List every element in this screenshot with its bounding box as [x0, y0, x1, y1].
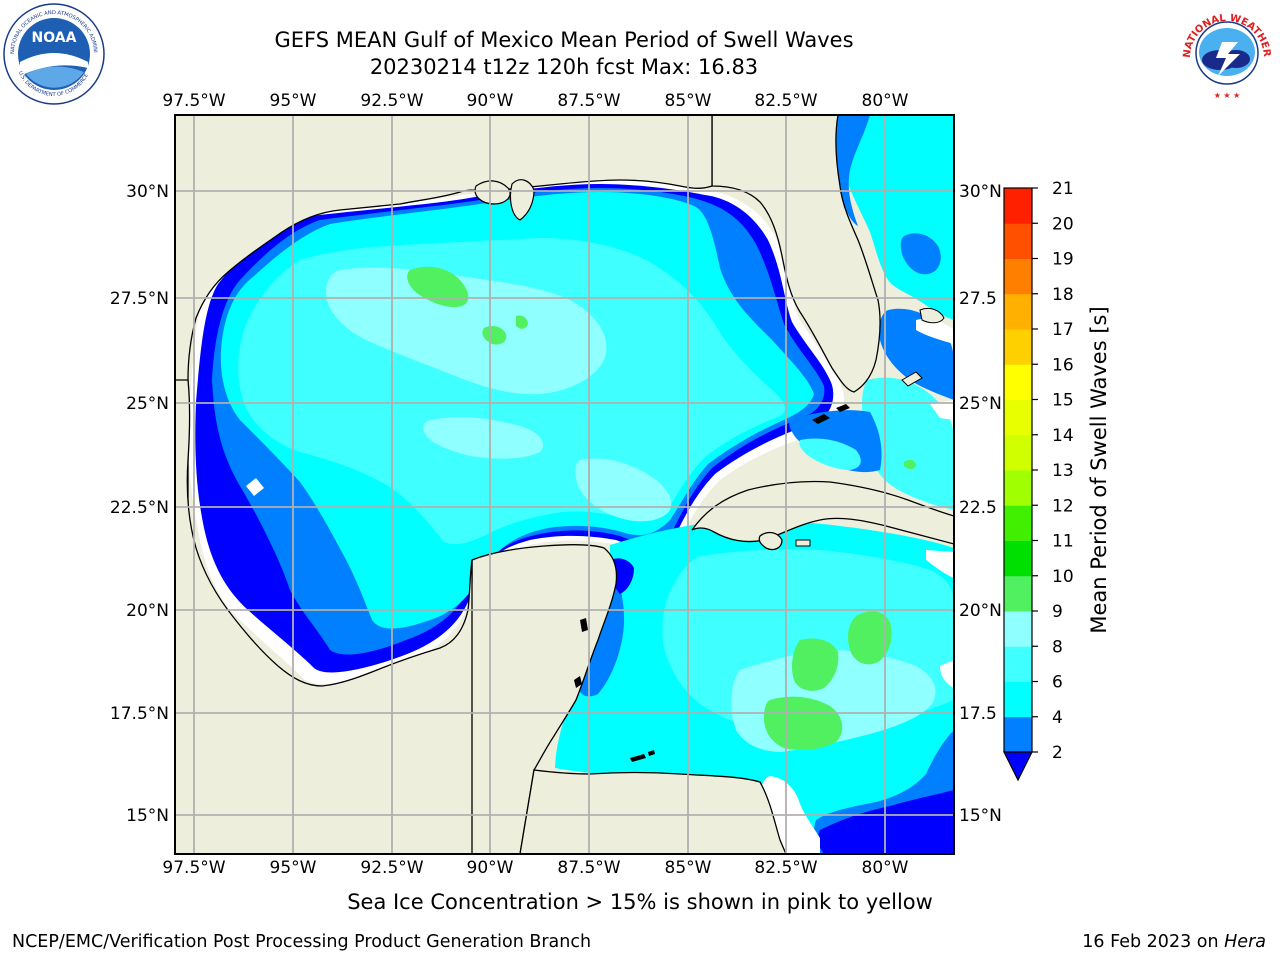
lat-label-right: 17.5: [959, 704, 997, 724]
colorbar-tick-label: 17: [1052, 320, 1074, 340]
colorbar-segment: [1004, 575, 1032, 612]
colorbar-segment: [1004, 716, 1032, 753]
colorbar-tick-label: 16: [1052, 355, 1074, 375]
lat-label-left: 25°N: [126, 394, 169, 414]
lat-label-left: 27.5°N: [110, 289, 169, 309]
colorbar-tick-label: 4: [1052, 708, 1063, 728]
lat-label-left: 30°N: [126, 182, 169, 202]
colorbar-segment: [1004, 364, 1032, 400]
map-frame: [174, 114, 955, 855]
chart-title: GEFS MEAN Gulf of Mexico Mean Period of …: [274, 28, 854, 52]
date-stamp: 16 Feb 2023 on Hera: [1082, 932, 1266, 952]
nws-logo: NATIONAL WEATHER SERVICE ★ ★ ★: [1176, 2, 1276, 102]
colorbar-tick-label: 14: [1052, 426, 1074, 446]
colorbar-tick-label: 15: [1052, 391, 1074, 411]
colorbar-ticks: 2 4 6 8 9 10 11 12 13 14 15 16 17 18 19 20 21: [1032, 179, 1074, 763]
sea-ice-note: Sea Ice Concentration > 15% is shown in …: [347, 890, 933, 914]
colorbar-tick-label: 21: [1052, 179, 1074, 199]
gridlines: [175, 115, 954, 854]
lat-label-left: 17.5°N: [110, 704, 169, 724]
machine-name: Hera: [1224, 932, 1266, 952]
colorbar-tick-label: 13: [1052, 461, 1074, 481]
lon-label-bottom: 95°W: [270, 858, 317, 878]
colorbar-tick-label: 11: [1052, 532, 1074, 552]
colorbar-segment: [1004, 434, 1032, 471]
lat-label-left: 20°N: [126, 601, 169, 621]
lat-label-right: 25°N: [959, 394, 1002, 414]
colorbar-segments: [1004, 188, 1032, 753]
lon-label-bottom: 80°W: [862, 858, 909, 878]
land-masses: [175, 115, 954, 854]
date-text: 16 Feb 2023 on: [1082, 932, 1225, 952]
lon-label-top: 92.5°W: [360, 91, 423, 111]
lon-label-bottom: 90°W: [467, 858, 514, 878]
lon-label-top: 95°W: [270, 91, 317, 111]
lat-label-right: 20°N: [959, 601, 1002, 621]
colorbar-tick-label: 20: [1052, 214, 1074, 234]
noaa-logo-text: NOAA: [32, 30, 77, 46]
lat-label-left: 22.5°N: [110, 498, 169, 518]
colorbar-segment: [1004, 646, 1032, 682]
lon-label-top: 80°W: [862, 91, 909, 111]
colorbar-extend-triangle: [1003, 751, 1033, 782]
lon-label-bottom: 82.5°W: [754, 858, 817, 878]
lon-label-bottom: 85°W: [665, 858, 712, 878]
colorbar-segment: [1004, 258, 1032, 295]
gulf-swell-field: [188, 180, 845, 685]
colorbar-segment: [1004, 293, 1032, 330]
colorbar-segment: [1004, 399, 1032, 436]
colorbar: 2 4 6 8 9 10 11 12 13 14 15 16 17 18 19 20 21 Mean Perio…: [1003, 179, 1111, 782]
colorbar-tick-label: 8: [1052, 637, 1063, 657]
lat-labels-right: 30°N 27.5 25°N 22.5 20°N 17.5 15°N: [959, 182, 1002, 826]
colorbar-segment: [1004, 329, 1032, 365]
colorbar-tick-label: 9: [1052, 602, 1063, 622]
lon-labels-bottom: 97.5°W 95°W 92.5°W 90°W 87.5°W 85°W 82.5…: [162, 858, 908, 878]
colorbar-tick-label: 18: [1052, 285, 1074, 305]
lon-label-top: 82.5°W: [754, 91, 817, 111]
colorbar-segment: [1004, 540, 1032, 577]
chart-subtitle: 20230214 t12z 120h fcst Max: 16.83: [369, 55, 759, 79]
lon-label-top: 87.5°W: [557, 91, 620, 111]
svg-text:★ ★ ★: ★ ★ ★: [1214, 91, 1241, 100]
noaa-logo: NOAA NATIONAL OCEANIC AND ATMOSPHERIC AD…: [2, 2, 105, 105]
colorbar-segment: [1004, 223, 1032, 259]
lat-label-left: 15°N: [126, 806, 169, 826]
colorbar-tick-label: 19: [1052, 250, 1074, 270]
colorbar-segment: [1004, 611, 1032, 647]
colorbar-label: Mean Period of Swell Waves [s]: [1087, 306, 1111, 633]
lat-label-right: 30°N: [959, 182, 1002, 202]
lat-label-right: 22.5: [959, 498, 997, 518]
colorbar-segment: [1004, 681, 1032, 718]
credit-text: NCEP/EMC/Verification Post Processing Pr…: [12, 932, 592, 952]
colorbar-tick-label: 2: [1052, 743, 1063, 763]
lat-label-right: 15°N: [959, 806, 1002, 826]
lat-labels-left: 30°N 27.5°N 25°N 22.5°N 20°N 17.5°N 15°N: [110, 182, 169, 826]
map-area: [175, 115, 954, 854]
lon-label-top: 85°W: [665, 91, 712, 111]
colorbar-tick-label: 12: [1052, 496, 1074, 516]
colorbar-segment: [1004, 470, 1032, 506]
colorbar-tick-label: 10: [1052, 567, 1074, 587]
lon-label-bottom: 97.5°W: [162, 858, 225, 878]
caribbean-swell-field: [555, 520, 954, 854]
lon-labels-top: 97.5°W 95°W 92.5°W 90°W 87.5°W 85°W 82.5…: [162, 91, 908, 111]
lon-label-top: 97.5°W: [162, 91, 225, 111]
lon-label-bottom: 92.5°W: [360, 858, 423, 878]
colorbar-tick-label: 6: [1052, 673, 1063, 693]
colorbar-segment: [1004, 505, 1032, 541]
colorbar-segment: [1004, 188, 1032, 224]
lon-label-top: 90°W: [467, 91, 514, 111]
lat-label-right: 27.5: [959, 289, 997, 309]
lon-label-bottom: 87.5°W: [557, 858, 620, 878]
